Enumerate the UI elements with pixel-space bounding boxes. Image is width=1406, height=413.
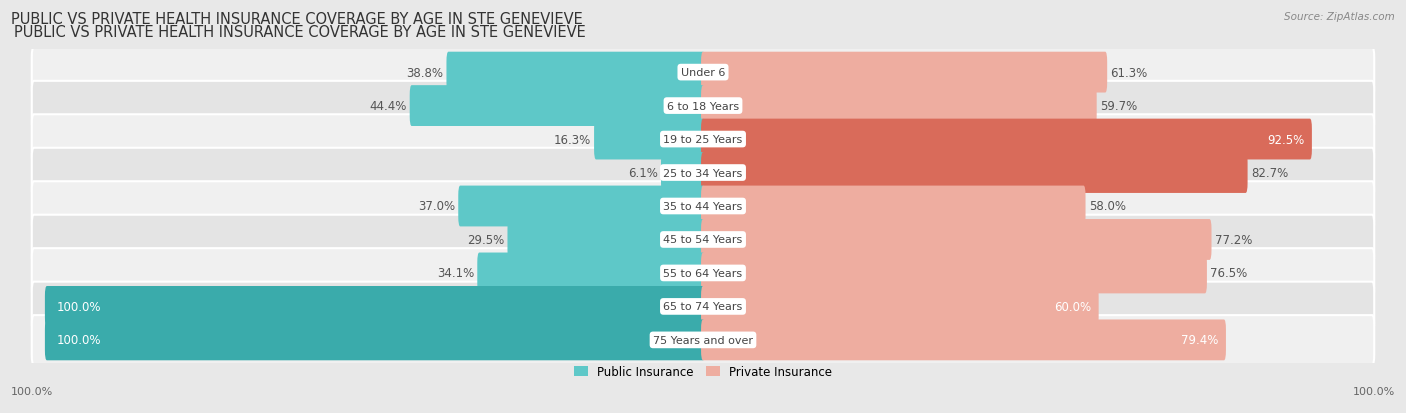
Text: 29.5%: 29.5% xyxy=(467,233,505,247)
FancyBboxPatch shape xyxy=(702,253,1206,294)
FancyBboxPatch shape xyxy=(702,153,1247,193)
FancyBboxPatch shape xyxy=(661,153,704,193)
Text: 100.0%: 100.0% xyxy=(1353,387,1395,396)
Text: 79.4%: 79.4% xyxy=(1181,334,1219,347)
Text: 75 Years and over: 75 Years and over xyxy=(652,335,754,345)
Text: 34.1%: 34.1% xyxy=(437,267,474,280)
Text: 100.0%: 100.0% xyxy=(11,387,53,396)
Text: 38.8%: 38.8% xyxy=(406,66,443,79)
Text: 25 to 34 Years: 25 to 34 Years xyxy=(664,168,742,178)
FancyBboxPatch shape xyxy=(32,148,1374,198)
Text: 100.0%: 100.0% xyxy=(56,334,101,347)
Text: 6 to 18 Years: 6 to 18 Years xyxy=(666,101,740,112)
Text: 19 to 25 Years: 19 to 25 Years xyxy=(664,135,742,145)
Text: 77.2%: 77.2% xyxy=(1215,233,1253,247)
FancyBboxPatch shape xyxy=(409,86,704,127)
FancyBboxPatch shape xyxy=(702,86,1097,127)
Text: Source: ZipAtlas.com: Source: ZipAtlas.com xyxy=(1284,12,1395,22)
Text: 100.0%: 100.0% xyxy=(56,300,101,313)
Text: Under 6: Under 6 xyxy=(681,68,725,78)
Text: 35 to 44 Years: 35 to 44 Years xyxy=(664,202,742,211)
FancyBboxPatch shape xyxy=(32,282,1374,331)
Text: 6.1%: 6.1% xyxy=(628,166,658,180)
FancyBboxPatch shape xyxy=(458,186,704,227)
FancyBboxPatch shape xyxy=(45,320,704,361)
FancyBboxPatch shape xyxy=(477,253,704,294)
FancyBboxPatch shape xyxy=(32,182,1374,231)
Text: 65 to 74 Years: 65 to 74 Years xyxy=(664,301,742,312)
FancyBboxPatch shape xyxy=(702,119,1312,160)
FancyBboxPatch shape xyxy=(702,320,1226,361)
FancyBboxPatch shape xyxy=(32,115,1374,164)
FancyBboxPatch shape xyxy=(32,82,1374,131)
FancyBboxPatch shape xyxy=(45,286,704,327)
FancyBboxPatch shape xyxy=(702,220,1212,260)
Text: 61.3%: 61.3% xyxy=(1111,66,1147,79)
Legend: Public Insurance, Private Insurance: Public Insurance, Private Insurance xyxy=(569,360,837,383)
FancyBboxPatch shape xyxy=(32,215,1374,265)
Text: 45 to 54 Years: 45 to 54 Years xyxy=(664,235,742,245)
Text: 16.3%: 16.3% xyxy=(554,133,591,146)
Text: 92.5%: 92.5% xyxy=(1267,133,1305,146)
FancyBboxPatch shape xyxy=(702,52,1107,93)
FancyBboxPatch shape xyxy=(32,48,1374,97)
Text: 37.0%: 37.0% xyxy=(418,200,456,213)
FancyBboxPatch shape xyxy=(447,52,704,93)
FancyBboxPatch shape xyxy=(595,119,704,160)
Text: 58.0%: 58.0% xyxy=(1088,200,1126,213)
Text: 44.4%: 44.4% xyxy=(368,100,406,113)
Text: 60.0%: 60.0% xyxy=(1054,300,1091,313)
FancyBboxPatch shape xyxy=(508,220,704,260)
FancyBboxPatch shape xyxy=(32,316,1374,365)
FancyBboxPatch shape xyxy=(32,249,1374,298)
FancyBboxPatch shape xyxy=(702,286,1098,327)
Text: 76.5%: 76.5% xyxy=(1211,267,1247,280)
Text: PUBLIC VS PRIVATE HEALTH INSURANCE COVERAGE BY AGE IN STE GENEVIEVE: PUBLIC VS PRIVATE HEALTH INSURANCE COVER… xyxy=(14,25,586,40)
Text: 59.7%: 59.7% xyxy=(1099,100,1137,113)
FancyBboxPatch shape xyxy=(702,186,1085,227)
Text: 82.7%: 82.7% xyxy=(1251,166,1288,180)
Text: 55 to 64 Years: 55 to 64 Years xyxy=(664,268,742,278)
Text: PUBLIC VS PRIVATE HEALTH INSURANCE COVERAGE BY AGE IN STE GENEVIEVE: PUBLIC VS PRIVATE HEALTH INSURANCE COVER… xyxy=(11,12,583,27)
